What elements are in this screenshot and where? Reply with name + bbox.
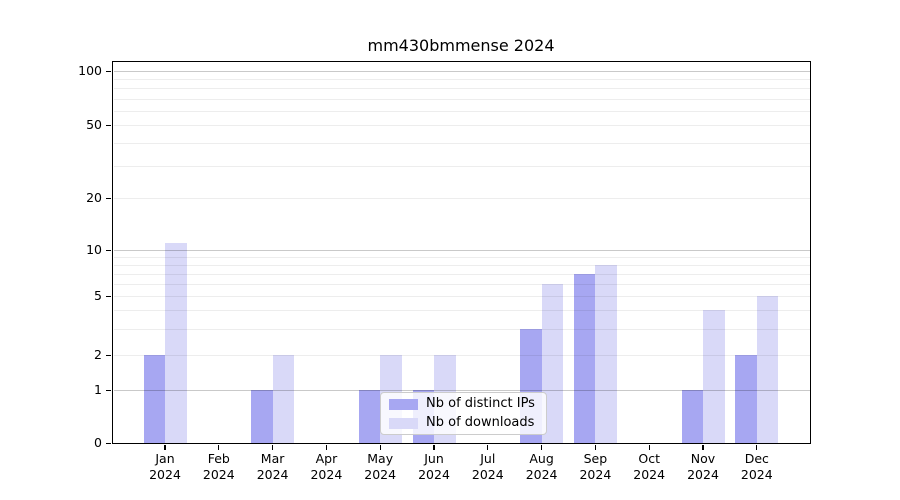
- legend: Nb of distinct IPs Nb of downloads: [380, 392, 547, 435]
- x-tick-label-aug: Aug 2024: [525, 451, 558, 482]
- downloads-swatch-icon: [389, 417, 418, 429]
- y-tick: [106, 124, 111, 126]
- x-tick-label-jun: Jun 2024: [418, 451, 450, 482]
- x-tick-label-dec: Dec 2024: [740, 451, 773, 482]
- x-tick: [218, 444, 220, 450]
- y-tick: [106, 295, 111, 297]
- x-tick: [594, 444, 597, 450]
- plot-area: [112, 61, 811, 444]
- x-tick-label-apr: Apr 2024: [310, 451, 343, 482]
- y-tick-label: 5: [94, 288, 102, 303]
- x-tick-label-feb: Feb 2024: [202, 451, 235, 482]
- y-tick-label: 1: [94, 382, 102, 397]
- x-tick: [487, 444, 489, 450]
- x-tick-label-may: May 2024: [364, 451, 397, 482]
- y-tick-label: 20: [86, 190, 102, 205]
- y-tick: [106, 442, 111, 444]
- legend-label: Nb of distinct IPs: [426, 396, 535, 411]
- x-tick: [648, 444, 650, 450]
- y-tick-label: 2: [94, 347, 102, 362]
- y-tick: [106, 249, 111, 251]
- x-tick: [702, 444, 704, 450]
- legend-item-distinct-ips: Nb of distinct IPs: [389, 396, 538, 412]
- y-tick: [106, 354, 111, 356]
- legend-item-downloads: Nb of downloads: [389, 415, 538, 431]
- x-tick-label-nov: Nov 2024: [687, 451, 719, 482]
- x-tick-label-mar: Mar 2024: [256, 451, 289, 482]
- y-tick: [106, 389, 111, 391]
- distinct-ips-swatch-icon: [389, 398, 418, 410]
- x-tick: [540, 444, 543, 450]
- x-tick-label-jul: Jul 2024: [471, 451, 504, 482]
- x-tick-label-jan: Jan 2024: [149, 451, 181, 482]
- x-tick-label-oct: Oct 2024: [633, 451, 666, 482]
- x-tick: [164, 444, 166, 450]
- x-tick: [271, 444, 274, 450]
- y-tick-label: 50: [86, 117, 102, 132]
- y-tick-label: 10: [86, 242, 102, 257]
- x-tick: [433, 444, 435, 450]
- y-tick: [106, 197, 111, 199]
- x-tick: [379, 444, 381, 450]
- x-tick: [325, 444, 328, 450]
- chart-title: mm430bmmense 2024: [367, 36, 555, 55]
- x-tick-label-sep: Sep 2024: [579, 451, 612, 482]
- y-tick-label: 0: [94, 435, 102, 450]
- x-tick: [756, 444, 758, 450]
- y-tick: [106, 70, 111, 72]
- y-tick-label: 100: [78, 63, 102, 78]
- legend-label: Nb of downloads: [426, 415, 535, 430]
